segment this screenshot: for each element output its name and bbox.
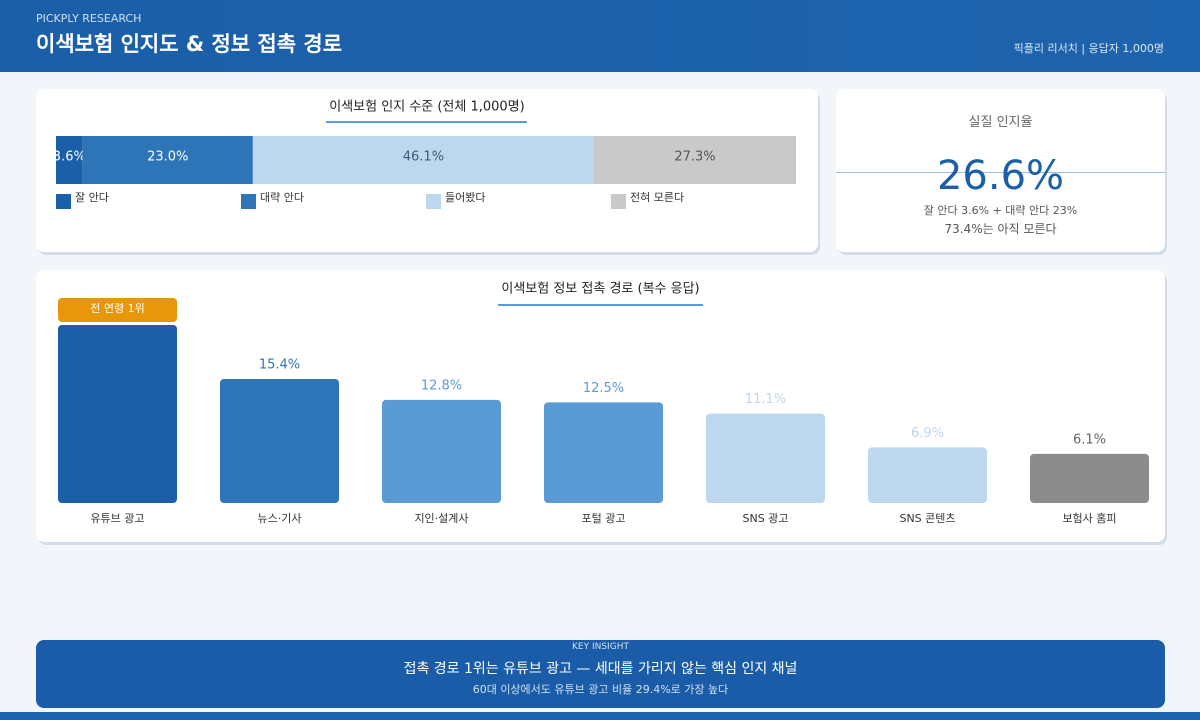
x-tick-label: SNS 콘텐츠 <box>899 512 955 525</box>
x-tick-label: 유튜브 광고 <box>90 512 144 525</box>
bar <box>706 413 825 503</box>
stat-note: 73.4%는 아직 모른다 <box>944 222 1057 236</box>
legend-label: 잘 안다 <box>75 191 109 204</box>
legend-label: 대략 안다 <box>260 191 304 204</box>
segment-label: 23.0% <box>147 150 188 165</box>
bar <box>382 399 501 503</box>
bar <box>58 325 177 503</box>
segment-label: 3.6% <box>53 150 86 165</box>
value-label: 12.5% <box>583 381 624 396</box>
meta: 픽플리 리서치 | 응답자 1,000명 <box>1013 42 1164 55</box>
bar <box>220 378 339 503</box>
insight-headline: 접촉 경로 1위는 유튜브 광고 — 세대를 가리지 않는 핵심 인지 채널 <box>403 661 798 677</box>
badge <box>58 298 177 322</box>
segment <box>593 136 796 184</box>
legend-swatch <box>426 194 441 209</box>
legend-label: 전혀 모른다 <box>630 191 684 204</box>
badge-label: 전 연령 1위 <box>90 302 144 315</box>
eyebrow: PICKPLY RESEARCH <box>36 12 142 25</box>
channel-card: 이색보험 정보 접촉 경로 (복수 응답) 유튜브 광고 전 연령 1위 15.4% 뉴… <box>36 270 1165 542</box>
segment-label: 27.3% <box>674 150 715 165</box>
segment <box>56 136 83 184</box>
legend-label: 들어봤다 <box>445 191 485 204</box>
stat-card: 실질 인지율 26.6% 잘 안다 3.6% + 대략 안다 23% 73.4%… <box>836 89 1165 252</box>
value-label: 11.1% <box>745 392 786 407</box>
bar <box>1030 453 1149 503</box>
chart-title: 이색보험 인지 수준 (전체 1,000명) <box>329 100 524 115</box>
x-tick-label: 보험사 홈피 <box>1062 511 1116 525</box>
value-label: 15.4% <box>259 357 300 372</box>
x-tick-label: 지인·설계사 <box>414 512 468 525</box>
x-tick-label: SNS 광고 <box>743 512 789 525</box>
title: 이색보험 인지도 & 정보 접촉 경로 <box>36 32 343 56</box>
stat-label: 실질 인지율 <box>968 115 1033 130</box>
chart-title: 이색보험 정보 접촉 경로 (복수 응답) <box>501 282 699 297</box>
x-tick-label: 포털 광고 <box>582 512 626 525</box>
legend-swatch <box>611 194 626 209</box>
segment-label: 46.1% <box>403 150 444 165</box>
channel-chart: 이색보험 정보 접촉 경로 (복수 응답) 유튜브 광고 전 연령 1위 15.4% 뉴… <box>58 282 1149 525</box>
value-label: 12.8% <box>421 378 462 393</box>
stat-detail: 잘 안다 3.6% + 대략 안다 23% <box>923 204 1078 217</box>
insight-sub: 60대 이상에서도 유튜브 광고 비율 29.4%로 가장 높다 <box>472 683 729 696</box>
bar <box>868 447 987 503</box>
insight: KEY INSIGHT 접촉 경로 1위는 유튜브 광고 — 세대를 가리지 않… <box>36 640 1165 708</box>
value-label: 6.1% <box>1073 432 1106 447</box>
awareness-card: 이색보험 인지 수준 (전체 1,000명) 3.6% 잘 안다 23.0% 대략 안다… <box>36 89 818 252</box>
segment <box>82 136 253 184</box>
footer-strip <box>0 712 1200 720</box>
segment <box>252 136 594 184</box>
bar <box>544 402 663 503</box>
value-label: 6.9% <box>911 426 944 441</box>
divider <box>836 172 1165 173</box>
stat-value: 26.6% <box>936 153 1065 199</box>
x-tick-label: 뉴스·기사 <box>258 512 302 525</box>
header: PICKPLY RESEARCH 이색보험 인지도 & 정보 접촉 경로 픽플리… <box>0 0 1200 72</box>
awareness-chart: 이색보험 인지 수준 (전체 1,000명) 3.6% 잘 안다 23.0% 대략 안다… <box>53 100 796 209</box>
legend-swatch <box>241 194 256 209</box>
insight-kicker: KEY INSIGHT <box>572 642 629 652</box>
legend-swatch <box>56 194 71 209</box>
